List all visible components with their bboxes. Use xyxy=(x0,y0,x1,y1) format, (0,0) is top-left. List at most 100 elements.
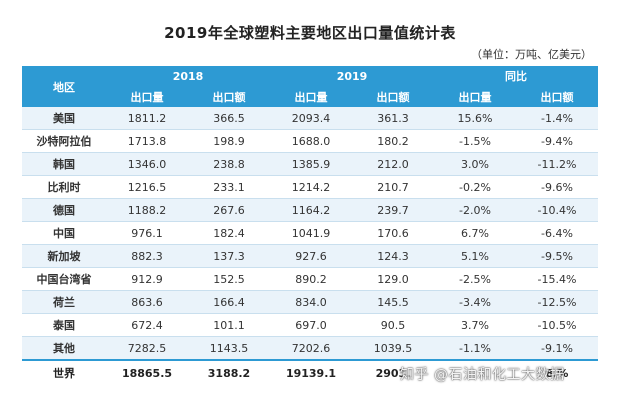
table-cell: 198.9 xyxy=(188,129,270,153)
table-cell: 212.0 xyxy=(352,152,434,176)
watermark: 知乎 @石油和化工大数据 xyxy=(400,367,565,383)
table-cell: 3.0% xyxy=(434,152,516,176)
table-row: 沙特阿拉伯 1713.8 198.9 1688.0 180.2 -1.5% -9.4% xyxy=(22,129,598,153)
table-cell: 834.0 xyxy=(270,290,352,314)
total-cell: 19139.1 xyxy=(270,359,352,385)
header-export-volume: 出口量 xyxy=(106,86,188,107)
table-row: 德国 1188.2 267.6 1164.2 239.7 -2.0% -10.4% xyxy=(22,198,598,222)
header-export-volume: 出口量 xyxy=(434,86,516,107)
region-name: 比利时 xyxy=(22,175,106,199)
table-cell: 7202.6 xyxy=(270,336,352,361)
table-cell: 3.7% xyxy=(434,313,516,337)
table-cell: 1688.0 xyxy=(270,129,352,153)
region-name: 美国 xyxy=(22,107,106,130)
total-cell: 18865.5 xyxy=(106,359,188,385)
table-cell: 366.5 xyxy=(188,107,270,130)
table-cell: -2.0% xyxy=(434,198,516,222)
table-cell: -0.2% xyxy=(434,175,516,199)
table-cell: 182.4 xyxy=(188,221,270,245)
table-cell: 1346.0 xyxy=(106,152,188,176)
region-name: 韩国 xyxy=(22,152,106,176)
total-cell: 3188.2 xyxy=(188,359,270,385)
table-title: 2019年全球塑料主要地区出口量值统计表 xyxy=(164,24,456,42)
table-cell: 2093.4 xyxy=(270,107,352,130)
unit-note: （单位：万吨、亿美元） xyxy=(471,48,592,61)
table-row: 中国 976.1 182.4 1041.9 170.6 6.7% -6.4% xyxy=(22,221,598,245)
header-yoy: 同比 xyxy=(434,66,598,86)
table-cell: -3.4% xyxy=(434,290,516,314)
total-cell: 8.% xyxy=(516,359,598,385)
table-cell: 1041.9 xyxy=(270,221,352,245)
table-cell: 233.1 xyxy=(188,175,270,199)
table-cell: 90.5 xyxy=(352,313,434,337)
region-name: 德国 xyxy=(22,198,106,222)
table-cell: -12.5% xyxy=(516,290,598,314)
table-cell: 1214.2 xyxy=(270,175,352,199)
total-cell: 2903. xyxy=(352,359,434,385)
total-row: 世界 18865.5 3188.2 19139.1 2903. 8.% xyxy=(22,359,598,385)
table-cell: 145.5 xyxy=(352,290,434,314)
header-export-value: 出口额 xyxy=(516,86,598,107)
table-cell: 6.7% xyxy=(434,221,516,245)
region-name: 其他 xyxy=(22,336,106,361)
table-cell: 1216.5 xyxy=(106,175,188,199)
table-cell: -9.4% xyxy=(516,129,598,153)
region-name: 泰国 xyxy=(22,313,106,337)
table-cell: -1.4% xyxy=(516,107,598,130)
table-cell: 1385.9 xyxy=(270,152,352,176)
table-cell: -10.4% xyxy=(516,198,598,222)
table-cell: 180.2 xyxy=(352,129,434,153)
table-row: 中国台湾省 912.9 152.5 890.2 129.0 -2.5% -15.4% xyxy=(22,267,598,291)
table-cell: -6.4% xyxy=(516,221,598,245)
table-cell: -10.5% xyxy=(516,313,598,337)
header-export-value: 出口额 xyxy=(188,86,270,107)
table-row: 荷兰 863.6 166.4 834.0 145.5 -3.4% -12.5% xyxy=(22,290,598,314)
header-year-2019: 2019 xyxy=(270,66,434,86)
table-cell: 927.6 xyxy=(270,244,352,268)
table-cell: 239.7 xyxy=(352,198,434,222)
table-cell: 267.6 xyxy=(188,198,270,222)
header-year-2018: 2018 xyxy=(106,66,270,86)
table-cell: 361.3 xyxy=(352,107,434,130)
table-row: 比利时 1216.5 233.1 1214.2 210.7 -0.2% -9.6% xyxy=(22,175,598,199)
table-cell: 152.5 xyxy=(188,267,270,291)
table-cell: -1.1% xyxy=(434,336,516,361)
table-cell: 124.3 xyxy=(352,244,434,268)
table-cell: 1164.2 xyxy=(270,198,352,222)
table-cell: 129.0 xyxy=(352,267,434,291)
table-cell: 882.3 xyxy=(106,244,188,268)
table-cell: 166.4 xyxy=(188,290,270,314)
table-cell: 890.2 xyxy=(270,267,352,291)
table-cell: 5.1% xyxy=(434,244,516,268)
table-cell: -11.2% xyxy=(516,152,598,176)
table-cell: -9.6% xyxy=(516,175,598,199)
table-cell: 238.8 xyxy=(188,152,270,176)
region-name: 荷兰 xyxy=(22,290,106,314)
table-cell: 1713.8 xyxy=(106,129,188,153)
header-export-volume: 出口量 xyxy=(270,86,352,107)
table-cell: 1811.2 xyxy=(106,107,188,130)
table-row: 美国 1811.2 366.5 2093.4 361.3 15.6% -1.4% xyxy=(22,107,598,130)
table-cell: 101.1 xyxy=(188,313,270,337)
table-cell: 7282.5 xyxy=(106,336,188,361)
region-name: 中国台湾省 xyxy=(22,267,106,291)
table-cell: 1188.2 xyxy=(106,198,188,222)
table-cell: -2.5% xyxy=(434,267,516,291)
table-cell: 15.6% xyxy=(434,107,516,130)
table-cell: -9.5% xyxy=(516,244,598,268)
table-cell: -1.5% xyxy=(434,129,516,153)
table-cell: 863.6 xyxy=(106,290,188,314)
table-cell: -9.1% xyxy=(516,336,598,361)
table-cell: 170.6 xyxy=(352,221,434,245)
total-cell xyxy=(434,359,516,385)
table-cell: 912.9 xyxy=(106,267,188,291)
table-cell: 1039.5 xyxy=(352,336,434,361)
table-cell: 1143.5 xyxy=(188,336,270,361)
table-cell: 137.3 xyxy=(188,244,270,268)
table-row: 新加坡 882.3 137.3 927.6 124.3 5.1% -9.5% xyxy=(22,244,598,268)
table-body: 美国 1811.2 366.5 2093.4 361.3 15.6% -1.4% 沙特阿拉伯 1… xyxy=(22,107,598,361)
table-cell: 210.7 xyxy=(352,175,434,199)
table-row: 泰国 672.4 101.1 697.0 90.5 3.7% -10.5% xyxy=(22,313,598,337)
export-table: 地区 2018 2019 同比 出口量 出口额 出口量 出口额 出口量 出口额 … xyxy=(22,66,598,385)
table-cell: -15.4% xyxy=(516,267,598,291)
